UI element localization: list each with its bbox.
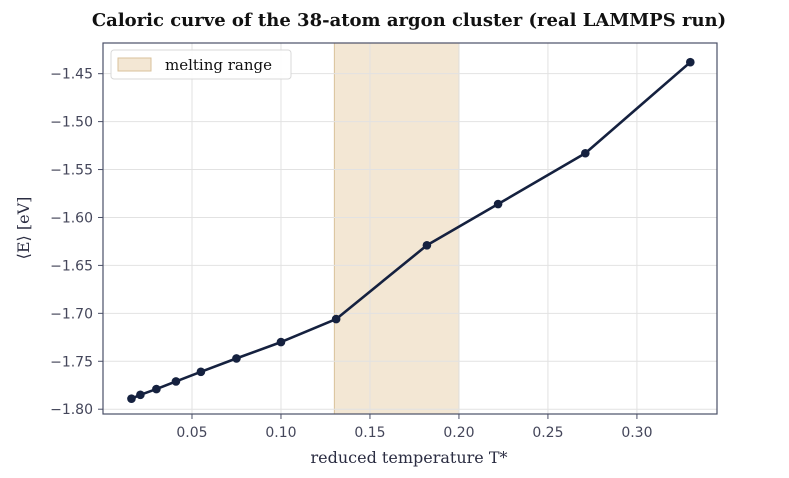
x-tick-label: 0.30 [621,425,652,441]
plot-frame [102,42,718,415]
x-tick-label: 0.05 [176,425,207,441]
x-tick-label: 0.25 [532,425,563,441]
x-axis-label: reduced temperature T* [311,448,508,467]
y-tick-label: −1.50 [50,115,93,131]
y-axis-label: ⟨E⟩ [eV] [14,197,33,260]
data-point [686,57,695,67]
series-layer [127,57,695,403]
data-point [422,240,432,250]
legend-label-melting-range: melting range [165,56,272,74]
data-point [196,367,206,377]
legend-swatch-melting-range [117,57,152,72]
y-tick-label: −1.65 [50,258,93,274]
melting-range-band [333,42,460,415]
data-point [136,390,145,400]
legend: melting range [110,49,292,80]
data-point [276,337,286,347]
data-point [127,394,136,403]
data-point [581,148,590,158]
y-tick-label: −1.70 [50,306,93,322]
melting-range-layer [333,42,460,415]
data-point [232,354,241,363]
x-tick-label: 0.15 [354,425,385,441]
y-tick-label: −1.55 [50,163,93,179]
data-point [493,199,503,209]
chart-title: Caloric curve of the 38-atom argon clust… [92,10,726,31]
y-tick-label: −1.75 [50,354,93,370]
y-tick-label: −1.80 [50,402,93,418]
legend-box [110,49,292,80]
y-tick-label: −1.45 [50,67,93,83]
y-tick-label: −1.60 [50,210,93,226]
grid-layer [103,43,717,414]
x-tick-label: 0.20 [443,425,474,441]
axes-layer: 0.05 0.10 0.15 0.20 0.25 0.30 −1.80 −1.75 −1.70 −… [50,42,718,441]
x-tick-label: 0.10 [265,425,296,441]
data-point [171,377,181,386]
data-point [331,314,341,324]
data-point [152,384,161,394]
